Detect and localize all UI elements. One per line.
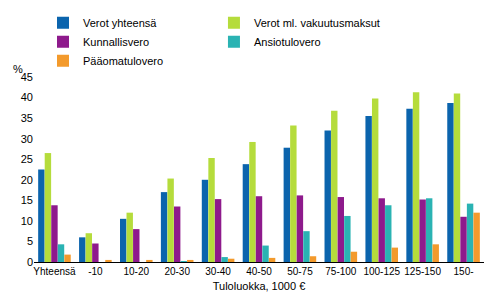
- svg-text:%: %: [13, 63, 23, 75]
- svg-text:Verot ml. vakuutusmaksut: Verot ml. vakuutusmaksut: [254, 17, 380, 29]
- svg-text:20: 20: [21, 174, 33, 186]
- svg-text:30-40: 30-40: [205, 266, 231, 277]
- svg-text:5: 5: [27, 235, 33, 247]
- svg-text:Verot yhteensä: Verot yhteensä: [83, 17, 157, 29]
- svg-text:10-20: 10-20: [123, 266, 149, 277]
- svg-text:125-150: 125-150: [404, 266, 441, 277]
- svg-text:Tuloluokka, 1000 €: Tuloluokka, 1000 €: [213, 280, 306, 292]
- svg-text:40-50: 40-50: [246, 266, 272, 277]
- svg-text:20-30: 20-30: [164, 266, 190, 277]
- svg-text:150-: 150-: [454, 266, 474, 277]
- svg-text:Kunnallisvero: Kunnallisvero: [83, 36, 149, 48]
- svg-text:75-100: 75-100: [325, 266, 357, 277]
- svg-text:45: 45: [21, 71, 33, 83]
- svg-text:-10: -10: [88, 266, 103, 277]
- svg-text:10: 10: [21, 215, 33, 227]
- svg-text:Pääomatulovero: Pääomatulovero: [83, 55, 163, 67]
- svg-text:Ansiotulovero: Ansiotulovero: [254, 36, 321, 48]
- svg-text:25: 25: [21, 153, 33, 165]
- svg-text:35: 35: [21, 112, 33, 124]
- svg-text:40: 40: [21, 91, 33, 103]
- svg-text:0: 0: [27, 256, 33, 268]
- svg-text:30: 30: [21, 133, 33, 145]
- svg-text:50-75: 50-75: [287, 266, 313, 277]
- svg-text:Yhteensä: Yhteensä: [33, 266, 76, 277]
- svg-text:15: 15: [21, 194, 33, 206]
- svg-text:100-125: 100-125: [363, 266, 400, 277]
